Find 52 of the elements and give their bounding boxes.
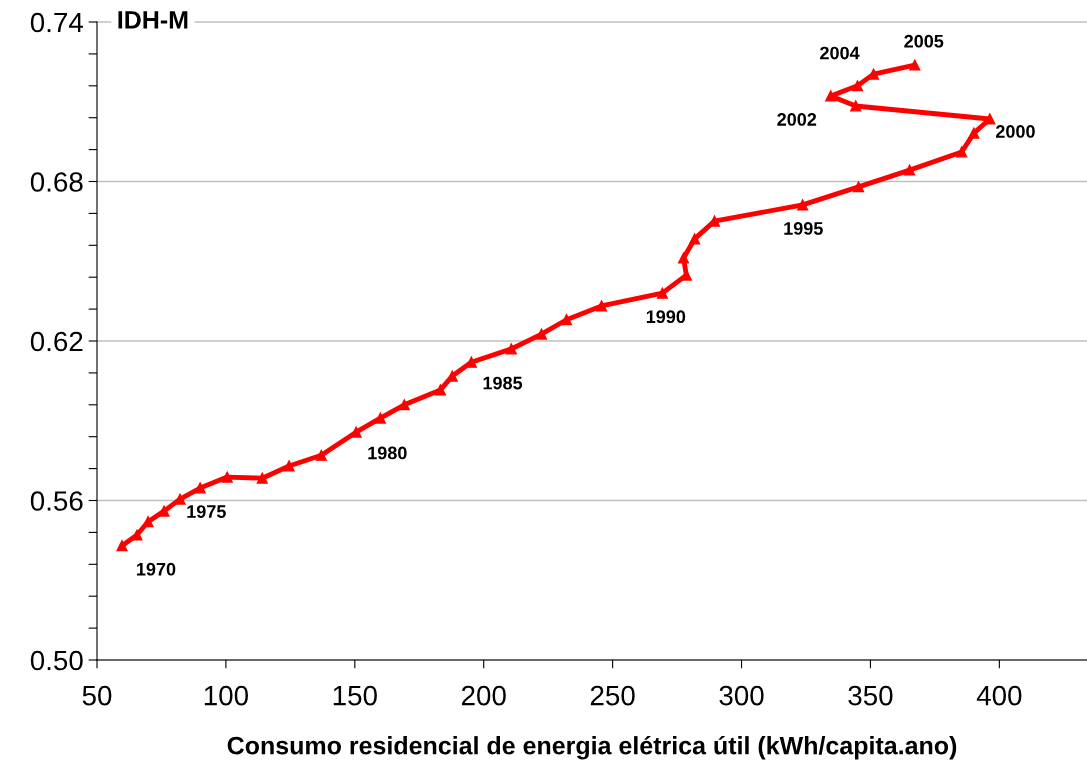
x-tick-label: 400 [976,685,1022,706]
x-axis-title: Consumo residencial de energia elétrica útil (kWh/capita.ano) [227,735,957,760]
point [535,328,548,340]
annotation: 1975 [187,505,226,518]
point [374,412,386,424]
x-tick-label: 100 [204,685,248,706]
point [968,127,980,139]
point [797,199,809,211]
point [595,300,608,312]
point [142,516,154,528]
point [689,233,701,245]
annotation: 1970 [137,562,176,576]
point [116,540,128,552]
point [825,90,837,102]
point [853,181,865,193]
annotation: 1985 [483,376,523,390]
y-tick-label: 0.56 [30,491,83,511]
x-tick-label: 350 [848,685,893,706]
point [560,314,573,326]
y-tick-label: 0.62 [30,331,83,352]
point [256,472,268,484]
x-tick-label: 300 [719,685,764,706]
point [851,80,864,92]
point [283,460,295,472]
x-tick-label: 250 [590,685,635,706]
annotation: 1980 [368,446,407,460]
point [850,100,862,112]
point [677,252,690,264]
x-tick-label: 50 [82,685,112,706]
annotation: 2000 [995,125,1035,138]
annotation: 2002 [777,113,817,126]
y-tick-label: 0.68 [30,172,83,192]
point [956,146,968,158]
y-tick-label: 0.50 [30,650,83,671]
annotation: 1990 [646,310,686,324]
x-tick-label: 200 [461,685,506,706]
annotation: 2005 [904,34,944,48]
annotation: 1995 [784,222,823,235]
point [398,399,410,411]
point [904,164,916,176]
y-tick-label: 0.74 [30,12,83,33]
point [909,59,921,71]
point [505,343,517,355]
point [315,449,327,461]
point [434,384,446,396]
annotation: 2004 [820,46,860,60]
x-tick-label: 150 [333,685,377,706]
point [158,505,170,517]
point [656,287,668,299]
point [194,482,206,494]
y-axis-title: IDH-M [118,11,188,29]
point [221,471,233,483]
